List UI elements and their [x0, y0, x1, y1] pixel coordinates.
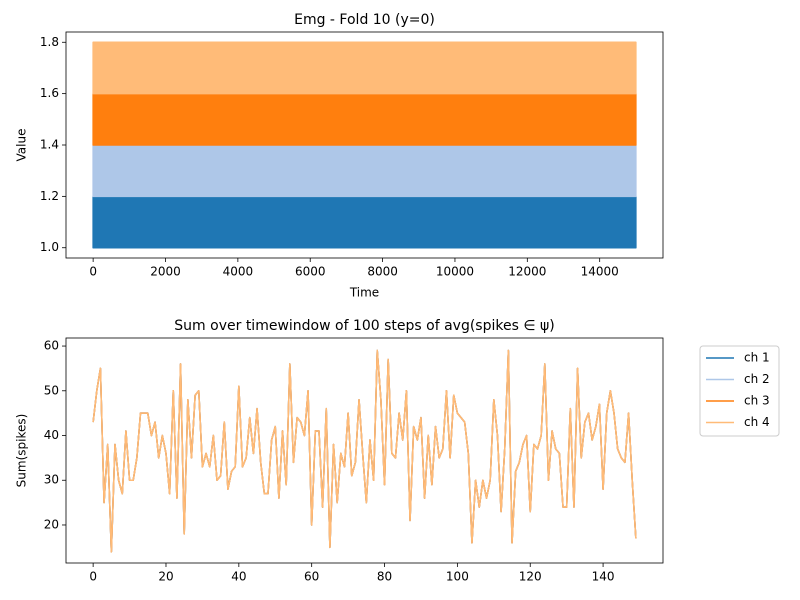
x-tick-label: 4000 — [223, 265, 254, 279]
x-tick-label: 2000 — [150, 265, 181, 279]
x-tick-label: 6000 — [295, 265, 326, 279]
legend-label: ch 2 — [744, 372, 770, 386]
x-tick-label: 8000 — [367, 265, 398, 279]
chart-title: Sum over timewindow of 100 steps of avg(… — [174, 318, 554, 334]
x-tick-label: 12000 — [508, 265, 546, 279]
x-tick-label: 100 — [446, 570, 469, 584]
y-axis-label: Sum(spikes) — [15, 414, 29, 488]
x-axis-label: Time — [349, 286, 379, 300]
x-tick-label: 14000 — [581, 265, 619, 279]
x-tick-label: 10000 — [436, 265, 474, 279]
line — [92, 349, 637, 553]
y-tick-label: 50 — [44, 383, 59, 397]
y-tick-label: 1.8 — [40, 35, 59, 49]
legend-frame — [699, 345, 780, 437]
axes-frame — [65, 337, 664, 564]
y-tick-label: 1.4 — [40, 138, 59, 152]
band — [92, 92, 637, 146]
x-tick-label: 0 — [89, 265, 97, 279]
legend-label: ch 4 — [744, 415, 770, 429]
band — [92, 144, 637, 198]
x-tick-label: 120 — [519, 570, 542, 584]
y-tick-label: 60 — [44, 339, 59, 353]
y-tick-label: 30 — [44, 473, 59, 487]
y-tick-label: 40 — [44, 428, 59, 442]
x-tick-label: 0 — [89, 570, 97, 584]
y-axis-label: Value — [15, 129, 29, 162]
x-tick-label: 20 — [158, 570, 173, 584]
chart-title: Emg - Fold 10 (y=0) — [294, 12, 435, 28]
y-tick-label: 1.0 — [40, 240, 59, 254]
y-tick-label: 1.6 — [40, 86, 59, 100]
band — [92, 195, 637, 249]
x-tick-label: 40 — [231, 570, 246, 584]
legend-label: ch 1 — [744, 351, 770, 365]
legend: ch 1 ch 2 ch 3 ch 4 — [699, 345, 780, 437]
x-tick-label: 80 — [377, 570, 392, 584]
legend-label: ch 3 — [744, 394, 770, 408]
y-tick-label: 1.2 — [40, 189, 59, 203]
x-tick-label: 60 — [304, 570, 319, 584]
band — [92, 41, 637, 95]
x-tick-label: 140 — [592, 570, 615, 584]
y-tick-label: 20 — [44, 517, 59, 531]
